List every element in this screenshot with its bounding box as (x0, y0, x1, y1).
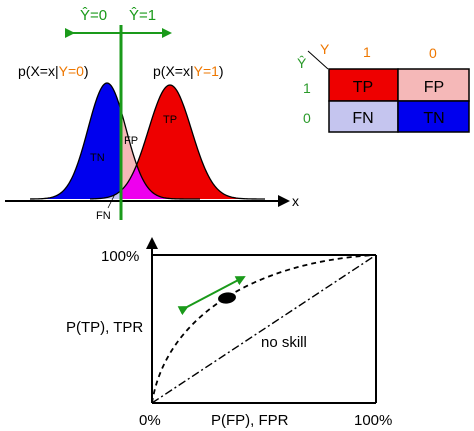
fn-pointer-line (107, 193, 116, 209)
matrix-col-label-0: 0 (429, 45, 437, 61)
roc-panel: no skill 100% P(TP), TPR 0% 100% P(FP), … (66, 237, 392, 429)
matrix-header-diagonal (307, 50, 329, 70)
operating-point-arrow (177, 276, 246, 316)
tn-region (30, 83, 121, 199)
no-skill-diagonal (151, 254, 377, 404)
positive-class-curve (89, 84, 265, 200)
negative-class-label-suffix: ) (84, 63, 89, 79)
matrix-row-label-1: 1 (303, 80, 311, 96)
negative-class-curve (29, 82, 200, 200)
roc-y-top-label: 100% (101, 248, 139, 265)
fn-region-label: FN (96, 210, 111, 222)
operating-point (218, 292, 236, 304)
fp-region-label: FP (124, 135, 138, 147)
roc-x-max-label: 100% (354, 412, 392, 429)
overlap-region (121, 165, 185, 199)
matrix-cell-tn-label: TN (423, 110, 444, 127)
positive-class-label-condition: Y=1 (194, 63, 220, 79)
roc-no-skill-label: no skill (261, 334, 307, 351)
distribution-panel: x Ŷ=0 Ŷ=1 p(X=x|Y=0) p(X=x|Y=1) TN FP TP… (5, 7, 299, 222)
matrix-cell-tn (397, 100, 470, 133)
tn-region-label: TN (90, 152, 105, 164)
positive-class-label: p(X=x|Y=1) (153, 63, 224, 79)
positive-class-label-prefix: p(X=x| (153, 63, 194, 79)
positive-class-label-suffix: ) (219, 63, 224, 79)
matrix-cell-fp-label: FP (424, 79, 444, 96)
threshold-label-yhat0: Ŷ=0 (80, 7, 107, 24)
roc-x-axis-label: P(FP), FPR (211, 412, 289, 429)
threshold-label-yhat1: Ŷ=1 (129, 7, 156, 24)
matrix-col-label-1: 1 (363, 44, 371, 60)
matrix-cell-fp (397, 68, 470, 102)
matrix-cell-tp-label: TP (353, 79, 373, 96)
matrix-y-header: Y (320, 41, 330, 57)
roc-x-min-label: 0% (139, 412, 161, 429)
negative-class-label-prefix: p(X=x| (18, 63, 59, 79)
x-axis-label: x (292, 193, 299, 209)
matrix-row-label-0: 0 (303, 110, 311, 126)
confusion-matrix: Y Ŷ 1 0 1 0 TP FP FN TN (297, 41, 470, 133)
negative-class-label-condition: Y=0 (59, 63, 85, 79)
matrix-cell-fn-label: FN (352, 110, 373, 127)
tp-region (121, 85, 265, 199)
fn-region (95, 190, 121, 199)
tp-region-label: TP (163, 114, 177, 126)
roc-y-axis-label: P(TP), TPR (66, 319, 143, 336)
matrix-yhat-header: Ŷ (297, 55, 307, 71)
negative-class-label: p(X=x|Y=0) (18, 63, 89, 79)
